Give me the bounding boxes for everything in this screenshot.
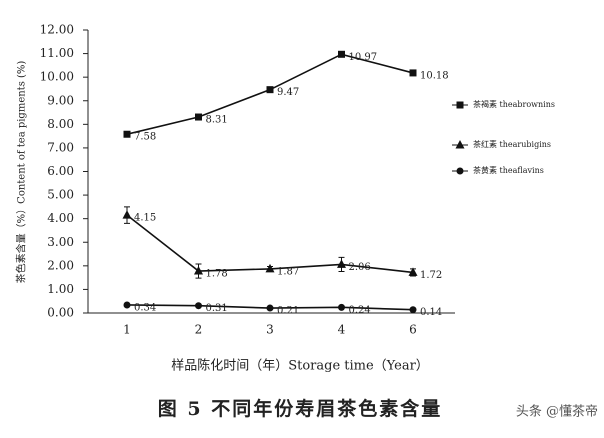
data-label: 1.87 xyxy=(277,266,299,277)
y-tick-label: 3.00 xyxy=(47,235,74,249)
data-label: 1.72 xyxy=(420,270,442,281)
x-tick-label: 3 xyxy=(266,323,274,337)
y-tick-label: 0.00 xyxy=(47,306,74,320)
marker xyxy=(408,267,418,276)
marker xyxy=(456,101,464,109)
y-tick-label: 7.00 xyxy=(47,140,74,154)
y-tick-label: 5.00 xyxy=(47,188,74,202)
x-tick-label: 1 xyxy=(123,323,131,337)
x-axis-label: 样品陈化时间（年）Storage time（Year） xyxy=(171,358,429,374)
legend-label: 茶褐素 theabrownins xyxy=(473,99,555,109)
data-label: 8.31 xyxy=(206,115,228,126)
data-label: 0.24 xyxy=(349,305,371,316)
marker xyxy=(409,69,417,77)
y-tick-label: 1.00 xyxy=(47,282,74,296)
marker xyxy=(456,167,464,175)
x-tick-label: 6 xyxy=(409,323,417,337)
marker xyxy=(455,140,465,149)
series-line xyxy=(126,53,414,136)
x-tick-label: 4 xyxy=(338,323,346,337)
marker xyxy=(337,259,346,268)
marker xyxy=(194,266,203,275)
caption: 图 5 不同年份寿眉茶色素含量 xyxy=(158,397,442,420)
marker xyxy=(338,303,345,311)
data-label: 0.14 xyxy=(420,307,442,318)
legend-label: 茶红素 thearubigins xyxy=(473,139,551,149)
legend-label: 茶黄素 theaflavins xyxy=(473,165,544,175)
marker xyxy=(195,113,202,121)
marker xyxy=(265,263,275,273)
y-axis-label: 茶色素含量（%）Content of tea pigments (%) xyxy=(15,61,28,284)
data-label: 10.18 xyxy=(420,70,449,81)
marker xyxy=(338,50,345,58)
data-label: 2.06 xyxy=(349,262,371,273)
y-tick-label: 4.00 xyxy=(47,211,74,225)
marker xyxy=(266,304,274,312)
data-label: 0.31 xyxy=(206,303,228,314)
marker xyxy=(122,210,132,219)
data-label: 1.78 xyxy=(206,269,228,280)
y-tick-label: 9.00 xyxy=(47,93,74,107)
y-tick-label: 2.00 xyxy=(47,258,74,272)
y-tick-label: 6.00 xyxy=(47,164,74,178)
data-label: 7.58 xyxy=(134,132,156,143)
data-label: 10.97 xyxy=(349,52,378,63)
data-label: 4.15 xyxy=(134,213,156,224)
marker xyxy=(195,302,202,310)
data-label: 9.47 xyxy=(277,87,299,98)
y-tick-label: 8.00 xyxy=(47,117,74,131)
marker xyxy=(266,86,274,94)
data-label: 0.34 xyxy=(134,302,156,313)
y-tick-label: 10.00 xyxy=(40,70,74,84)
data-label: 0.21 xyxy=(277,306,299,317)
watermark: 头条 @懂茶帝 xyxy=(516,404,598,420)
marker xyxy=(409,306,417,314)
y-tick-label: 12.00 xyxy=(40,23,74,37)
marker xyxy=(123,130,131,138)
x-tick-label: 2 xyxy=(195,323,203,337)
y-tick-label: 11.00 xyxy=(40,46,74,60)
marker xyxy=(123,301,131,309)
